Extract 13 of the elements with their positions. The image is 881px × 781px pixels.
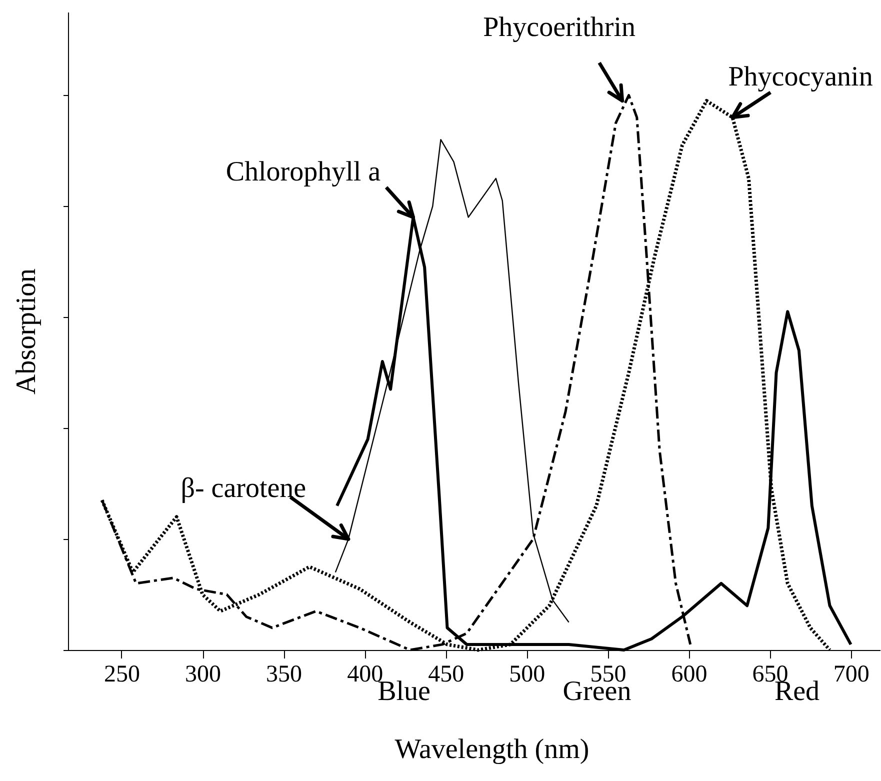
x-tick-label: 600 — [671, 662, 708, 688]
x-tick-label: 500 — [509, 662, 546, 688]
annotation: β- carotene — [180, 473, 306, 504]
annotation: Phycocyanin — [728, 61, 873, 92]
x-tick-label: 350 — [266, 662, 302, 688]
x-tick-label: 300 — [185, 662, 222, 688]
x-tick-label: 450 — [428, 662, 464, 688]
x-axis-title: Wavelength (nm) — [394, 734, 590, 765]
x-tick-label: 250 — [104, 662, 140, 688]
annotation: Chlorophyll a — [226, 156, 382, 188]
y-axis-title: Absorption — [11, 268, 42, 394]
x-tick-label: 700 — [833, 662, 870, 688]
annotation: Phycoerithrin — [483, 12, 636, 43]
